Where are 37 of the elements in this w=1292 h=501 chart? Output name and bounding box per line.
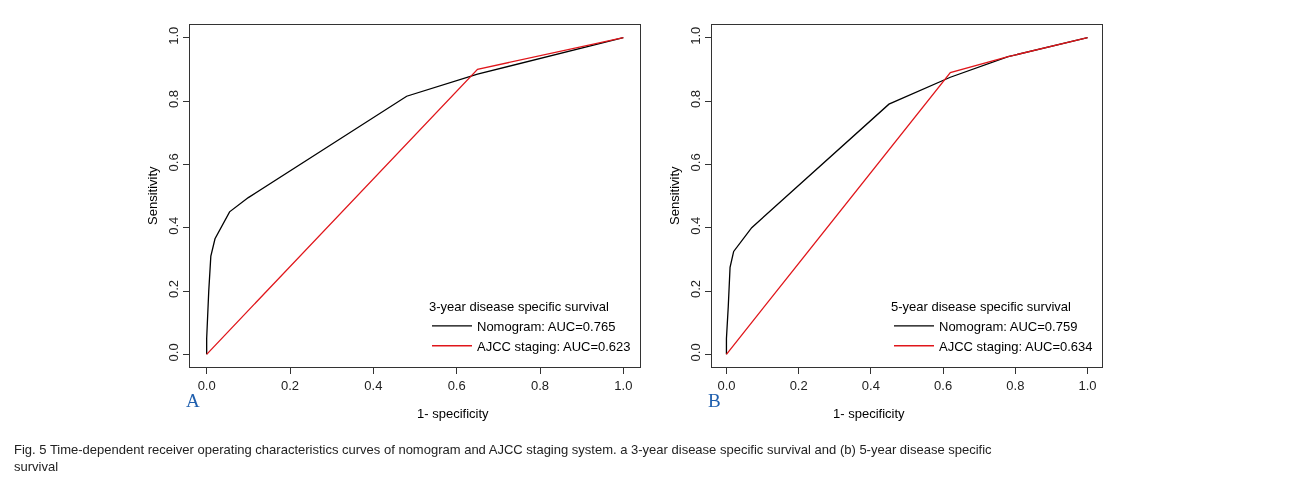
y-tick-label: 0.2	[165, 280, 181, 299]
y-tick-label: 0.2	[687, 280, 703, 299]
legend-title: 3-year disease specific survival	[429, 298, 610, 314]
y-tick-label: 1.0	[165, 26, 181, 45]
x-tick-label: 0.6	[447, 377, 466, 393]
legend-label: Nomogram: AUC=0.759	[939, 318, 1078, 334]
y-tick-label: 0.0	[687, 343, 703, 362]
legend-label: Nomogram: AUC=0.765	[477, 318, 616, 334]
x-tick-label: 0.0	[197, 377, 216, 393]
x-tick-label: 0.2	[789, 377, 808, 393]
x-tick-label: 0.4	[861, 377, 880, 393]
x-tick-label: 0.8	[1006, 377, 1025, 393]
y-tick-label: 0.8	[687, 90, 703, 109]
y-tick-label: 0.0	[165, 343, 181, 362]
x-tick-label: 1.0	[614, 377, 633, 393]
x-tick-label: 1.0	[1078, 377, 1097, 393]
caption: Fig. 5 Time-dependent receiver operating characteristics curves of nomogram and AJCC staging system. a 3-year disease specific survival and (b) 5-year disease specific survival	[14, 442, 993, 474]
x-tick-label: 0.0	[717, 377, 736, 393]
x-axis-title: 1- specificity	[833, 406, 906, 421]
legend-title: 5-year disease specific survival	[891, 298, 1072, 314]
x-tick-label: 0.2	[280, 377, 300, 393]
y-tick-label: 0.4	[687, 216, 703, 235]
y-tick-label: 0.6	[687, 153, 703, 172]
y-axis-title: Sensitivity	[667, 165, 682, 225]
x-tick-label: 0.8	[530, 377, 550, 393]
y-axis-title: Sensitivity	[145, 165, 160, 225]
x-tick-label: 0.4	[364, 377, 383, 393]
text: A	[186, 390, 200, 411]
y-tick-label: 0.8	[165, 90, 181, 109]
legend-label: AJCC staging: AUC=0.623	[477, 338, 631, 354]
y-tick-label: 0.4	[165, 216, 181, 235]
legend-label: AJCC staging: AUC=0.634	[939, 338, 1093, 354]
y-tick-label: 1.0	[687, 26, 703, 45]
text: B	[708, 390, 721, 411]
x-axis-title: 1- specificity	[417, 406, 490, 421]
x-tick-label: 0.6	[934, 377, 953, 393]
y-tick-label: 0.6	[165, 153, 181, 172]
